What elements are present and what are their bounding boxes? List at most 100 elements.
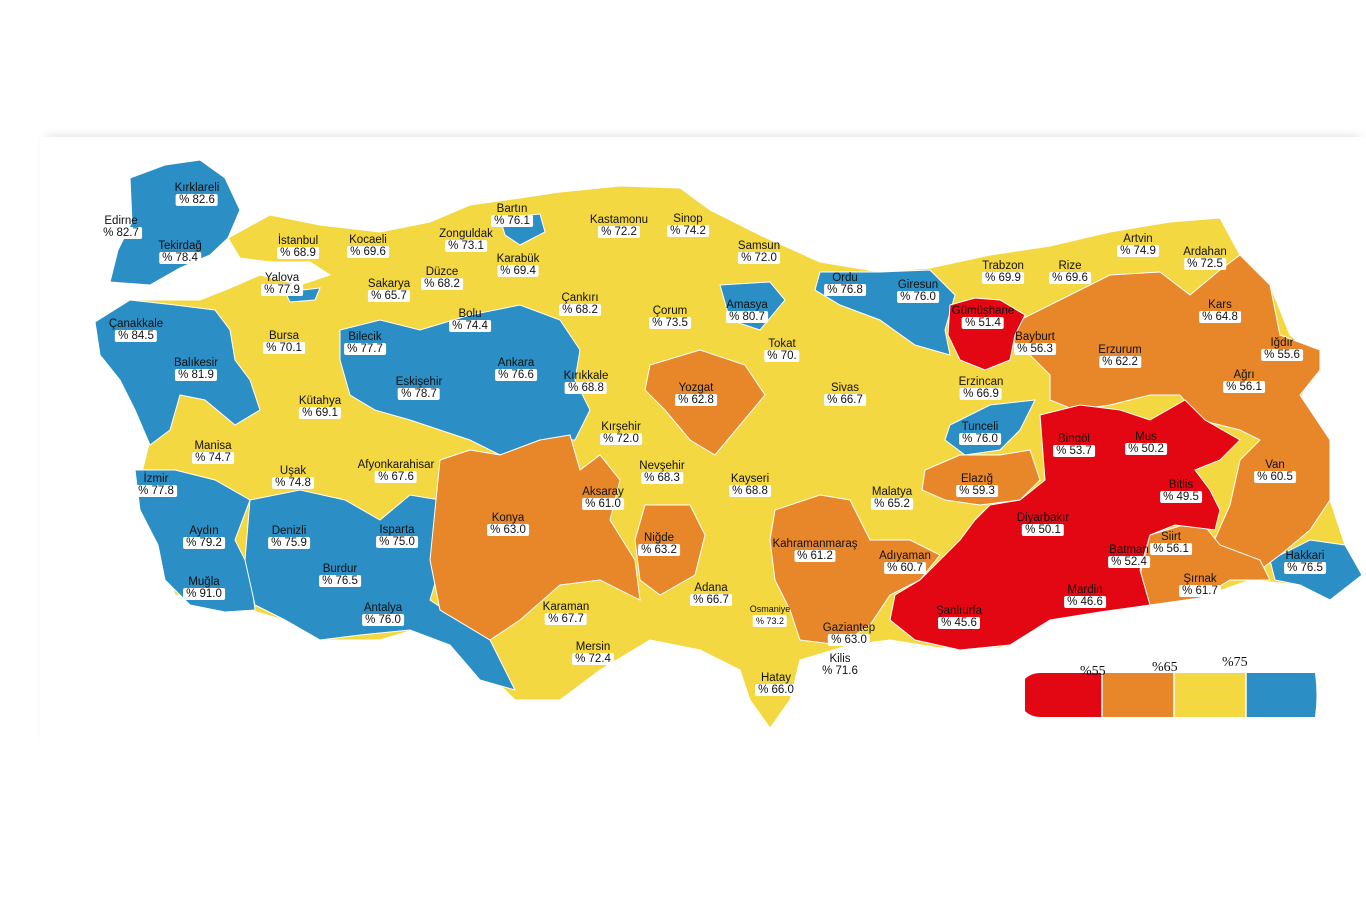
province-name: Amasya (726, 299, 768, 311)
province-label: Bartın% 76.1 (491, 203, 533, 227)
province-label: Rize% 69.6 (1049, 260, 1091, 284)
province-value: % 67.6 (375, 471, 417, 483)
southwest-region (244, 489, 516, 691)
province-label: Kırşehir% 72.0 (600, 421, 642, 445)
province-label: Kırıkkale% 68.8 (564, 370, 608, 394)
province-value: % 63.0 (487, 524, 529, 536)
province-name: Giresun (897, 279, 939, 291)
province-name: Denizli (271, 525, 307, 537)
province-name: Osmaniye (749, 604, 791, 614)
province-value: % 75.0 (376, 536, 418, 548)
province-label: Isparta% 75.0 (376, 524, 418, 548)
province-value: % 63.0 (828, 634, 870, 646)
province-label: Ankara% 76.6 (495, 357, 537, 381)
province-value: % 51.4 (962, 317, 1004, 329)
province-value: % 68.3 (641, 472, 683, 484)
province-name: Malatya (871, 486, 913, 498)
province-value: % 45.6 (938, 617, 980, 629)
province-name: Aksaray (582, 486, 624, 498)
province-name: Van (1265, 459, 1285, 471)
province-name: Bolu (458, 308, 482, 320)
province-name: Şanlıurfa (935, 605, 983, 617)
province-name: Niğde (643, 532, 675, 544)
province-value: % 78.4 (159, 252, 201, 264)
province-label: Kayseri% 68.8 (729, 473, 771, 497)
province-name: Bingöl (1058, 433, 1090, 445)
konya-area (429, 434, 641, 641)
province-label: Amasya% 80.7 (726, 299, 768, 323)
legend-orange-segment (1102, 673, 1174, 717)
province-label: Artvin% 74.9 (1117, 233, 1159, 257)
province-name: Diyarbakır (1016, 512, 1070, 524)
province-value: % 68.2 (559, 304, 601, 316)
province-value: % 49.5 (1160, 491, 1202, 503)
province-label: Elazığ% 59.3 (956, 473, 998, 497)
province-label: Kastamonu% 72.2 (590, 214, 648, 238)
province-label: Bolu% 74.4 (449, 308, 491, 332)
province-label: Kocaeli% 69.6 (347, 234, 389, 258)
province-name: Samsun (737, 240, 781, 252)
province-value: % 59.3 (956, 485, 998, 497)
province-value: % 76.5 (319, 575, 361, 587)
province-label: Muğla% 91.0 (183, 576, 225, 600)
province-label: Erzincan% 66.9 (958, 376, 1004, 400)
province-name: Ardahan (1183, 246, 1227, 258)
province-value: % 74.7 (192, 452, 234, 464)
province-value: % 65.2 (871, 498, 913, 510)
province-value: % 72.2 (598, 226, 640, 238)
central-west-blue-region (339, 304, 591, 456)
province-label: Niğde% 63.2 (638, 532, 680, 556)
province-value: % 68.2 (421, 278, 463, 290)
province-value: % 60.7 (884, 562, 926, 574)
province-value: % 70.1 (263, 342, 305, 354)
province-name: Muş (1135, 431, 1157, 443)
province-name: Kastamonu (589, 214, 649, 226)
legend-threshold-55: %55 (1080, 664, 1106, 679)
province-label: Muş% 50.2 (1125, 431, 1167, 455)
province-value: % 69.9 (982, 272, 1024, 284)
province-label: Bitlis% 49.5 (1160, 479, 1202, 503)
province-name: İstanbul (277, 235, 319, 247)
province-value: % 79.2 (183, 537, 225, 549)
province-name: Düzce (425, 266, 459, 278)
legend-red-segment (1025, 673, 1102, 717)
province-label: Denizli% 75.9 (268, 525, 310, 549)
province-label: Burdur% 76.5 (319, 563, 361, 587)
province-label: Kars% 64.8 (1199, 299, 1241, 323)
province-name: Kars (1208, 299, 1232, 311)
legend-threshold-65: %65 (1152, 660, 1178, 675)
province-label: Balıkesir% 81.9 (174, 357, 218, 381)
province-name: Aydın (189, 525, 219, 537)
province-name: Kahramanmaraş (772, 538, 858, 550)
province-label: Osmaniye% 73.2 (749, 603, 791, 627)
province-label: Aydın% 79.2 (183, 525, 225, 549)
province-name: Ankara (497, 357, 535, 369)
province-label: Hakkari% 76.5 (1284, 550, 1326, 574)
province-value: % 74.4 (449, 320, 491, 332)
province-value: % 67.7 (545, 613, 587, 625)
province-name: Iğdır (1270, 337, 1294, 349)
province-name: Kırklareli (174, 182, 220, 194)
province-name: Kırşehir (601, 421, 641, 433)
province-name: Kilis (829, 653, 851, 665)
province-value: % 76.6 (495, 369, 537, 381)
province-name: Hakkari (1285, 550, 1325, 562)
province-name: Konya (491, 512, 525, 524)
province-name: Antalya (363, 602, 403, 614)
province-value: % 62.8 (675, 394, 717, 406)
province-value: % 72.4 (572, 653, 614, 665)
province-label: Hatay% 66.0 (755, 672, 797, 696)
province-value: % 56.1 (1150, 543, 1192, 555)
province-label: Aksaray% 61.0 (582, 486, 624, 510)
province-name: Bilecik (348, 331, 382, 343)
province-label: Çorum% 73.5 (649, 305, 691, 329)
province-name: Erzincan (958, 376, 1004, 388)
province-value: % 72.0 (600, 433, 642, 445)
legend-color-scale (1025, 673, 1317, 717)
province-name: Eskişehir (395, 376, 443, 388)
province-label: Antalya% 76.0 (362, 602, 404, 626)
province-value: % 76.1 (491, 215, 533, 227)
province-value: % 74.9 (1117, 245, 1159, 257)
province-name: İzmir (143, 473, 169, 485)
province-label: Bayburt% 56.3 (1014, 331, 1056, 355)
